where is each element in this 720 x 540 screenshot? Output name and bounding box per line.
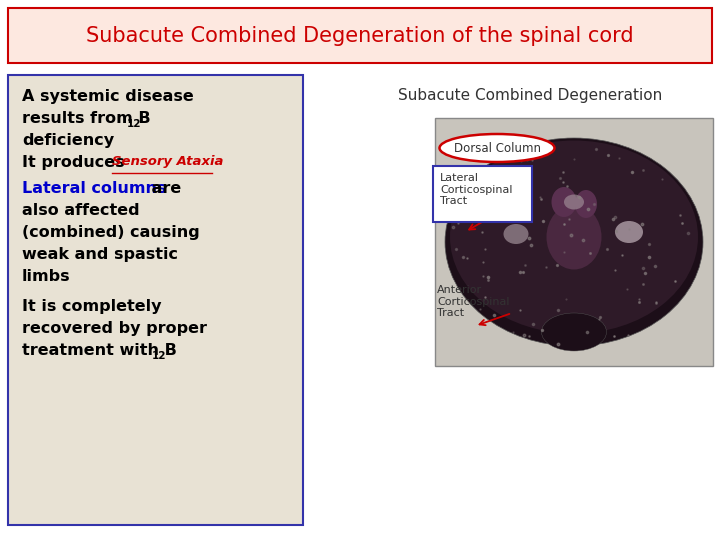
FancyBboxPatch shape <box>8 75 303 525</box>
Text: treatment with B: treatment with B <box>22 343 177 358</box>
Text: Subacute Combined Degeneration: Subacute Combined Degeneration <box>398 88 662 103</box>
Text: are: are <box>146 181 181 196</box>
Text: 12: 12 <box>127 119 142 129</box>
Ellipse shape <box>445 138 703 346</box>
Text: weak and spastic: weak and spastic <box>22 247 178 262</box>
Text: Dorsal Column: Dorsal Column <box>454 141 541 154</box>
Text: Lateral columns: Lateral columns <box>22 181 166 196</box>
Text: results from B: results from B <box>22 111 150 126</box>
Text: Subacute Combined Degeneration of the spinal cord: Subacute Combined Degeneration of the sp… <box>86 25 634 45</box>
Text: Anterior
Corticospinal
Tract: Anterior Corticospinal Tract <box>437 285 510 318</box>
Text: deficiency: deficiency <box>22 133 114 148</box>
Ellipse shape <box>575 190 597 218</box>
Text: It produces: It produces <box>22 155 130 170</box>
Text: A systemic disease: A systemic disease <box>22 89 194 104</box>
Text: It is completely: It is completely <box>22 299 161 314</box>
Ellipse shape <box>552 187 577 217</box>
Text: Sensory Ataxia: Sensory Ataxia <box>112 155 223 168</box>
Ellipse shape <box>546 205 601 269</box>
FancyBboxPatch shape <box>433 166 532 222</box>
Ellipse shape <box>615 221 643 243</box>
Ellipse shape <box>503 224 528 244</box>
Text: limbs: limbs <box>22 269 71 284</box>
Text: recovered by proper: recovered by proper <box>22 321 207 336</box>
Text: 12: 12 <box>152 351 166 361</box>
Ellipse shape <box>541 313 606 351</box>
FancyBboxPatch shape <box>8 8 712 63</box>
Ellipse shape <box>439 134 554 162</box>
Text: (combined) causing: (combined) causing <box>22 225 199 240</box>
Text: also affected: also affected <box>22 203 140 218</box>
Text: Lateral
Corticospinal
Tract: Lateral Corticospinal Tract <box>440 173 513 206</box>
Ellipse shape <box>564 194 584 210</box>
FancyBboxPatch shape <box>435 118 713 366</box>
Ellipse shape <box>450 140 698 334</box>
